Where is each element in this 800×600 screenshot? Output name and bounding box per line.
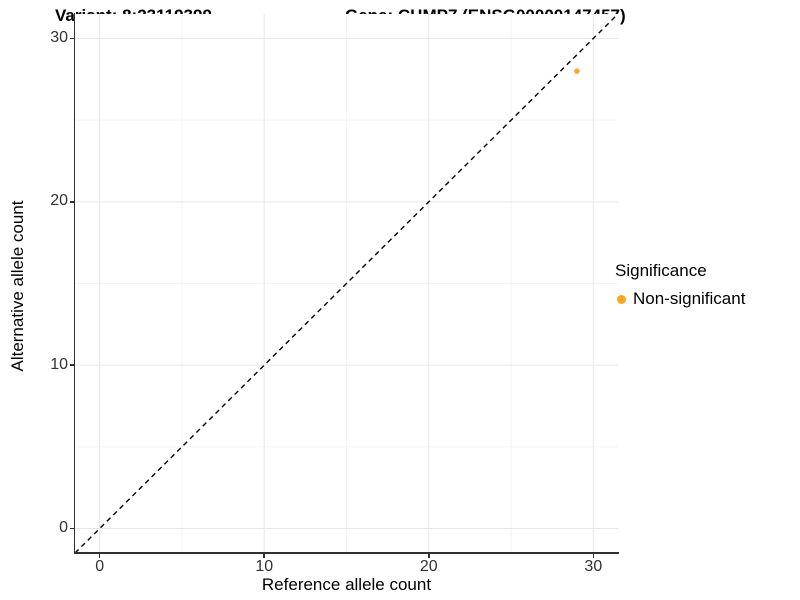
x-tick-mark xyxy=(592,553,595,558)
x-tick-mark xyxy=(263,553,265,558)
plot-panel xyxy=(75,14,618,553)
x-axis-line xyxy=(73,552,619,554)
y-tick-label: 10 xyxy=(50,355,68,373)
x-tick-label: 0 xyxy=(95,558,105,575)
y-tick-mark xyxy=(69,364,75,366)
y-tick-label: 0 xyxy=(59,519,68,536)
y-tick-mark xyxy=(69,37,75,40)
plot-area xyxy=(75,14,618,553)
y-tick-label: 30 xyxy=(50,29,68,46)
legend-point-icon xyxy=(617,294,626,304)
y-tick-mark xyxy=(69,201,75,203)
legend-item-label: Non-significant xyxy=(633,289,746,308)
y-axis-line xyxy=(73,13,76,554)
x-tick-mark xyxy=(98,553,101,558)
x-tick-label: 10 xyxy=(255,558,274,575)
x-tick-label: 30 xyxy=(584,558,603,575)
x-axis-title: Reference allele count xyxy=(261,575,432,594)
data-point xyxy=(574,68,580,74)
legend-title: Significance xyxy=(615,261,707,280)
x-tick-label: 20 xyxy=(419,558,438,575)
legend: Significance Non-significant xyxy=(615,261,745,309)
y-tick-mark xyxy=(69,527,75,530)
x-tick-mark xyxy=(428,553,430,558)
y-axis-title: Alternative allele count xyxy=(8,200,27,372)
identity-reference-line xyxy=(75,14,618,553)
legend-item: Non-significant xyxy=(615,289,745,309)
y-tick-label: 20 xyxy=(50,192,68,210)
